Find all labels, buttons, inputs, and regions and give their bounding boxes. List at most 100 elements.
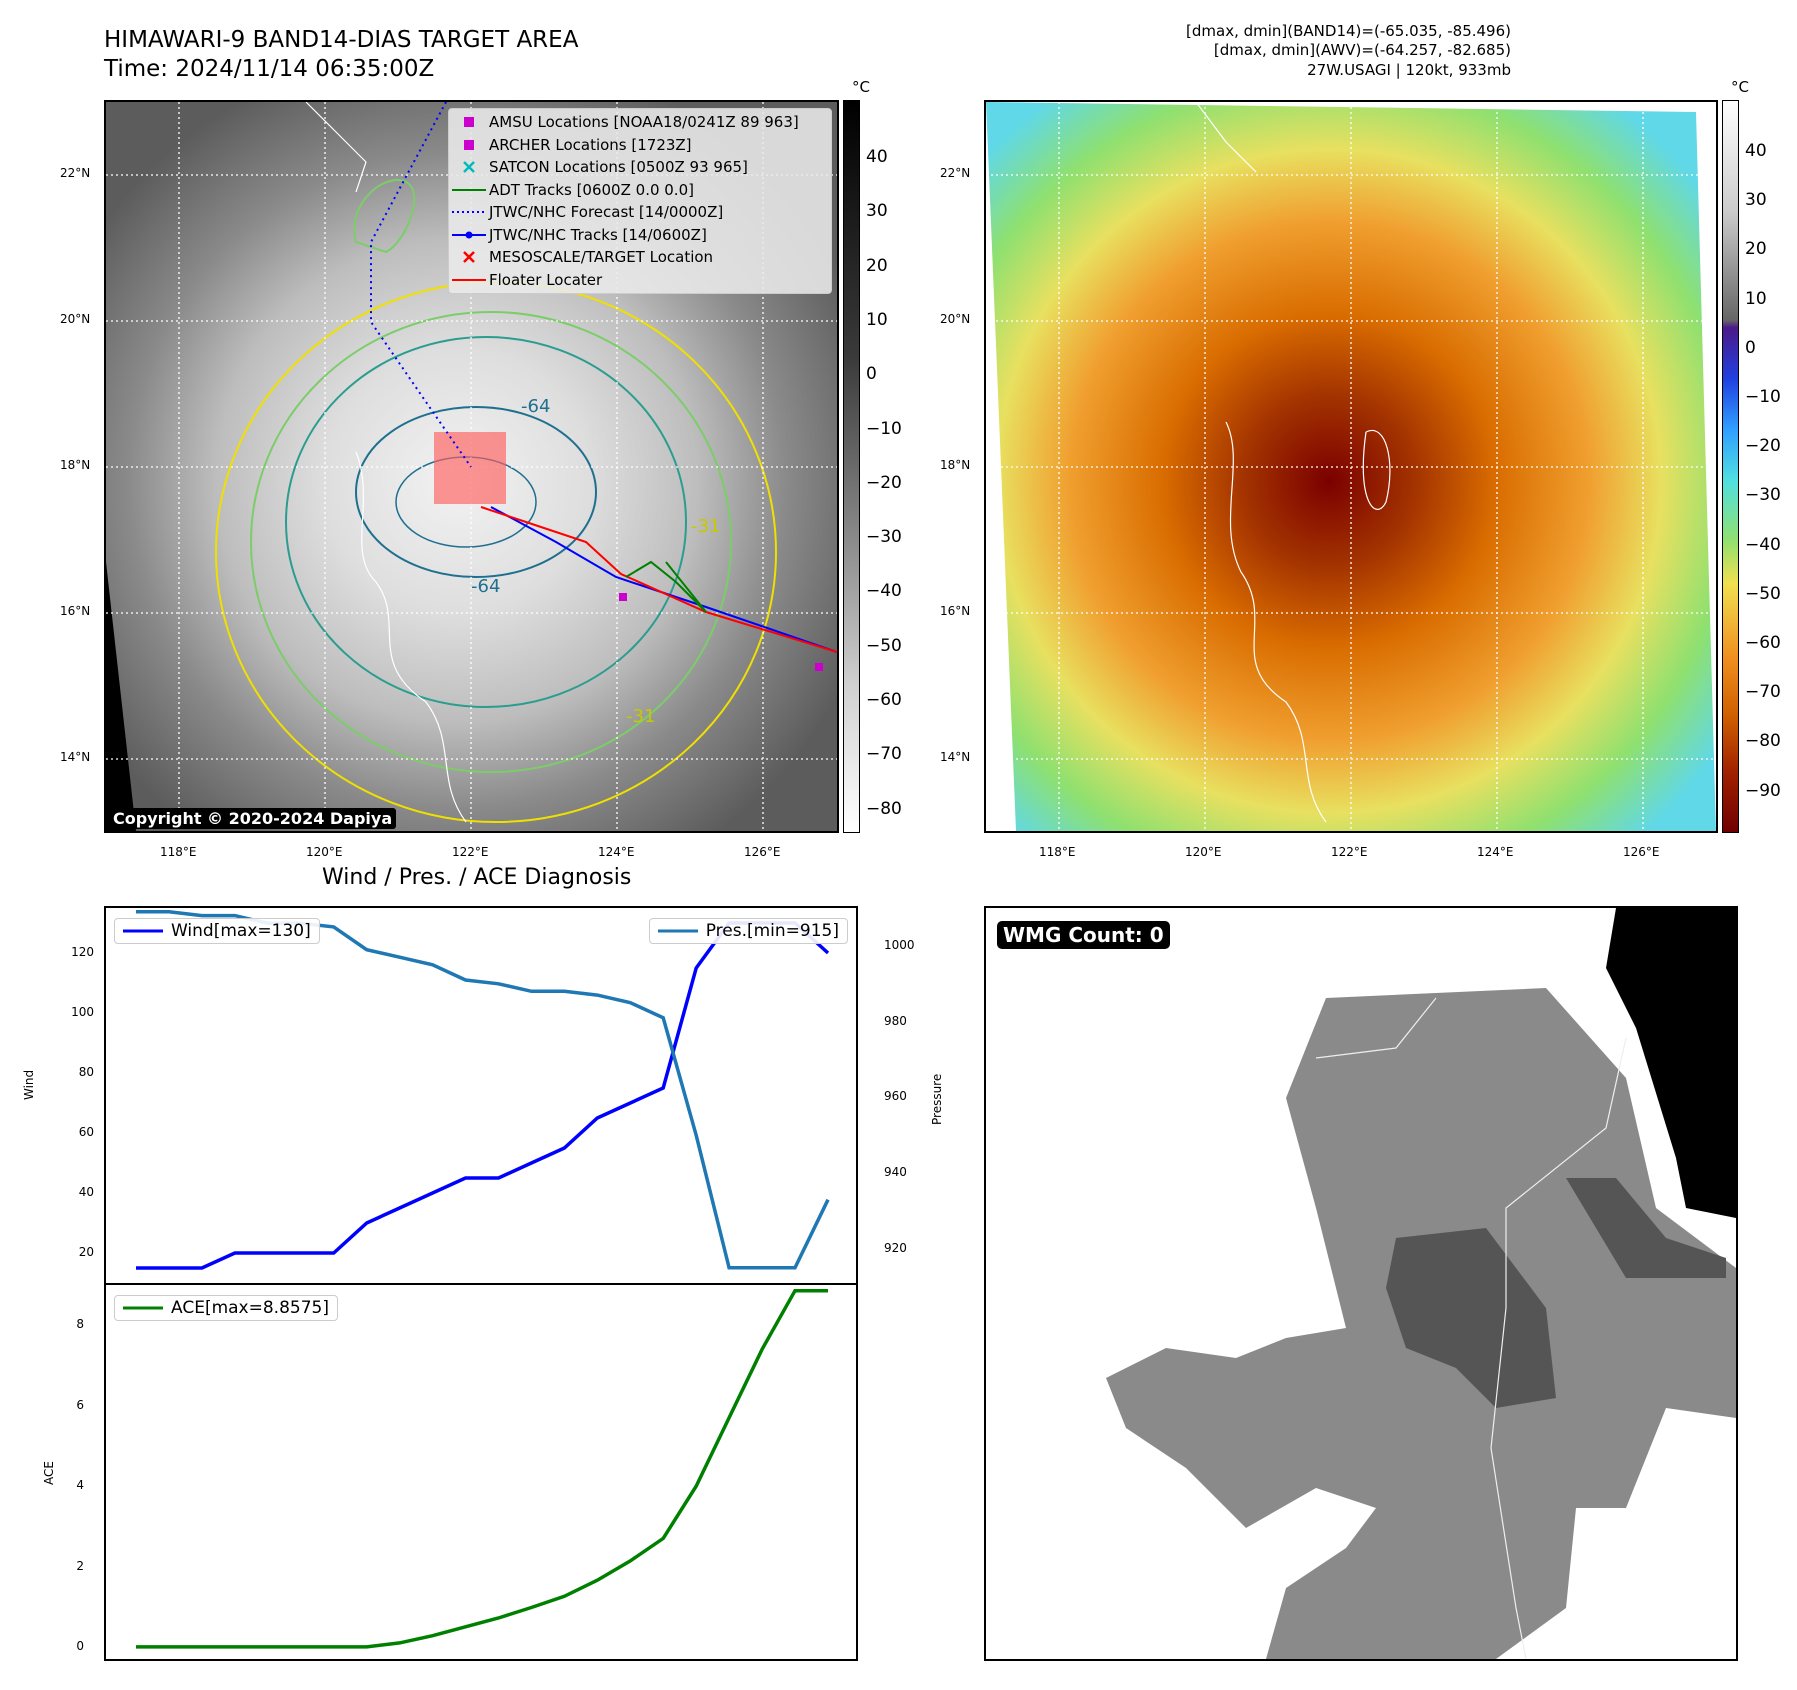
legend-forecast: JTWC/NHC Forecast [14/0000Z] [489,203,724,222]
ace-tick-label: 4 [76,1478,84,1493]
colorbar-tick-label: 40 [866,147,888,167]
info-awv: [dmax, dmin](AWV)=(-64.257, -82.685) [1213,41,1511,59]
pressure-tick-label: 960 [884,1089,907,1104]
wmg-count-badge: WMG Count: 0 [997,921,1170,949]
lat-label: 18°N [940,458,971,472]
lon-label: 118°E [160,845,197,859]
wmg-panel: WMG Count: 0 [984,906,1738,1661]
left-colorbar [843,100,860,833]
contour-label: -64 [521,396,550,417]
wind-tick-label: 120 [71,945,94,959]
legend-target: MESOSCALE/TARGET Location [489,248,714,267]
legend-archer: ARCHER Locations [1723Z] [489,135,692,154]
wind-tick-label: 40 [78,1185,94,1199]
colorbar-tick-label: −50 [1745,583,1781,604]
map-legend: AMSU Locations [NOAA18/0241Z 89 963] ARC… [448,108,832,294]
lon-label: 126°E [744,845,781,859]
colorbar-tick-label: 20 [1745,239,1767,260]
ace-series-line [136,1288,828,1649]
colorbar-unit: °C [1731,78,1749,96]
colorbar-tick-label: −20 [866,472,902,493]
legend-tracks: JTWC/NHC Tracks [14/0600Z] [489,225,707,244]
legend-floater: Floater Locater [489,270,603,289]
right-map-image [986,102,1716,831]
colorbar-tick-label: −90 [1745,780,1781,801]
colorbar-tick-label: 0 [1745,337,1756,358]
right-colorbar [1722,100,1739,833]
pressure-axis-label: Pressure [930,1073,944,1125]
colorbar-tick-label: 10 [1745,288,1767,309]
pressure-tick-label: 920 [884,1240,907,1255]
left-map-panel: -64 -64 -31 -31 AMSU Locations [NOAA18/0… [104,100,839,833]
wind-tick-label: 100 [71,1005,94,1019]
lat-label: 16°N [60,604,91,618]
colorbar-tick-label: 0 [866,364,877,385]
colorbar-tick-label: −10 [1745,387,1781,407]
ace-axis-label: ACE [42,1461,56,1485]
right-map-panel [984,100,1718,833]
colorbar-tick-label: 30 [866,201,888,222]
info-band14: [dmax, dmin](BAND14)=(-65.035, -85.496) [1186,22,1511,40]
wind-legend: Wind[max=130] [114,918,320,944]
ace-legend-label: ACE[max=8.8575] [171,1298,329,1318]
lat-label: 22°N [940,166,971,180]
pressure-tick-label: 1000 [884,937,915,952]
pressure-tick-label: 980 [884,1013,907,1028]
lon-label: 120°E [1185,845,1222,859]
lon-label: 126°E [1623,845,1660,859]
ace-tick-label: 0 [76,1638,84,1653]
wmg-image [986,908,1736,1659]
wind-legend-label: Wind[max=130] [171,921,311,941]
wind-tick-label: 20 [78,1245,94,1259]
wind-pressure-panel: Wind[max=130] Pres.[min=915] [104,906,858,1285]
ace-tick-label: 8 [76,1317,84,1332]
colorbar-tick-label: −10 [866,418,902,439]
colorbar-tick-label: 10 [866,309,888,330]
wind-pressure-plot [136,910,830,1270]
colorbar-tick-label: −40 [1745,534,1781,555]
lat-label: 14°N [940,750,971,764]
wind-axis-label: Wind [22,1069,36,1100]
ace-tick-label: 2 [76,1558,84,1573]
colorbar-tick-label: −40 [866,581,902,602]
lat-label: 20°N [60,312,91,326]
ace-tick-label: 6 [76,1397,84,1412]
ace-panel: ACE[max=8.8575] [104,1283,858,1661]
lat-label: 22°N [60,166,91,180]
lon-label: 122°E [1331,845,1368,859]
chart-title: HIMAWARI-9 BAND14-DIAS TARGET AREA [104,27,579,53]
contour-label: -64 [471,576,500,597]
lat-label: 14°N [60,750,91,764]
pressure-series-line [136,910,830,1270]
colorbar-tick-label: −60 [1745,633,1781,653]
legend-adt: ADT Tracks [0600Z 0.0 0.0] [489,180,694,199]
colorbar-unit: °C [852,78,870,96]
wind-tick-label: 80 [78,1065,94,1079]
lat-label: 18°N [60,458,91,472]
colorbar-tick-label: −60 [866,690,902,710]
lon-label: 120°E [306,845,343,859]
diagnosis-title: Wind / Pres. / ACE Diagnosis [322,865,632,890]
colorbar-tick-label: 40 [1745,141,1767,161]
pressure-legend: Pres.[min=915] [648,918,848,944]
lon-label: 122°E [452,845,489,859]
lon-label: 124°E [1477,845,1514,859]
legend-amsu: AMSU Locations [NOAA18/0241Z 89 963] [489,113,799,132]
colorbar-tick-label: −80 [1745,731,1781,752]
lat-label: 16°N [940,604,971,618]
colorbar-tick-label: −20 [1745,436,1781,457]
colorbar-tick-label: −70 [866,744,902,765]
colorbar-tick-label: −30 [1745,485,1781,506]
contour-label: -31 [691,516,720,537]
colorbar-tick-label: −30 [866,527,902,548]
pressure-legend-label: Pres.[min=915] [705,921,839,941]
ace-legend: ACE[max=8.8575] [114,1295,338,1321]
lon-label: 118°E [1039,845,1076,859]
legend-satcon: SATCON Locations [0500Z 93 965] [489,158,748,177]
lon-label: 124°E [598,845,635,859]
ace-plot [136,1288,828,1649]
lat-label: 20°N [940,312,971,326]
copyright-badge: Copyright © 2020-2024 Dapiya [109,808,397,829]
contour-label: -31 [626,706,655,727]
colorbar-tick-label: −70 [1745,682,1781,703]
